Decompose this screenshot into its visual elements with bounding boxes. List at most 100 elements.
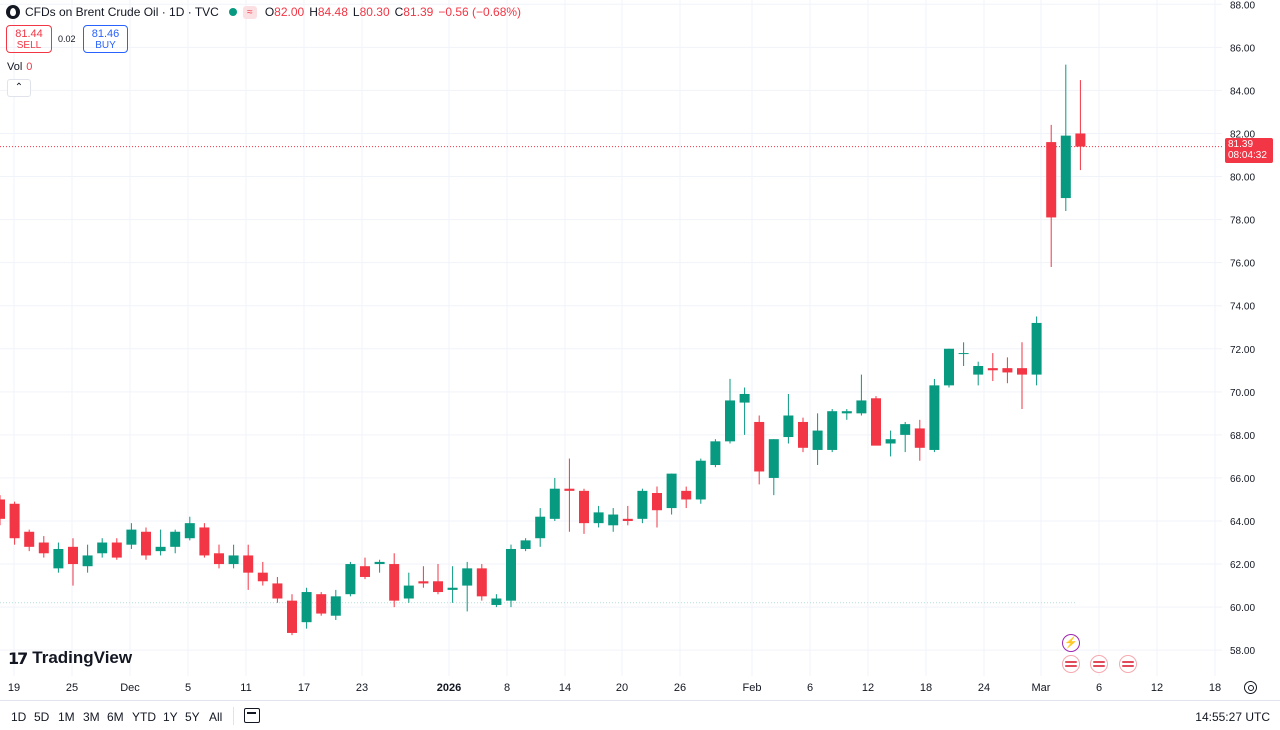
candle[interactable] — [1046, 124, 1057, 267]
candle[interactable] — [914, 419, 925, 461]
candle[interactable] — [301, 587, 312, 629]
candle[interactable] — [798, 417, 808, 453]
candle[interactable] — [111, 538, 122, 560]
candle[interactable] — [929, 378, 940, 453]
candle[interactable] — [1031, 316, 1042, 386]
candle[interactable] — [535, 508, 546, 547]
utc-clock[interactable]: 14:55:27 UTC — [1195, 710, 1270, 724]
candle[interactable] — [418, 566, 429, 588]
price-axis[interactable]: 58.00 60.00 62.00 64.00 66.00 68.00 70.00 72.00… — [1230, 0, 1255, 657]
candle[interactable] — [783, 393, 794, 444]
candle[interactable] — [155, 529, 166, 556]
gear-icon[interactable] — [1244, 681, 1257, 694]
range-button-6m[interactable]: 6M — [107, 710, 124, 724]
range-button-3m[interactable]: 3M — [83, 710, 100, 724]
candle[interactable] — [24, 529, 35, 552]
range-button-1d[interactable]: 1D — [11, 710, 27, 724]
candle[interactable] — [243, 544, 254, 590]
candle[interactable] — [827, 409, 838, 453]
candle[interactable] — [725, 378, 735, 444]
symbol-title[interactable]: CFDs on Brent Crude Oil · 1D · TVC — [25, 5, 219, 19]
candle[interactable] — [141, 527, 151, 560]
candle[interactable] — [944, 348, 954, 388]
candle[interactable] — [53, 542, 64, 573]
candle[interactable] — [389, 553, 400, 608]
tradingview-logo[interactable]: 17 TradingView — [8, 648, 132, 668]
candle[interactable] — [666, 473, 677, 515]
candle[interactable] — [374, 559, 385, 573]
candle[interactable] — [126, 523, 137, 549]
lightning-event-icon[interactable]: ⚡ — [1062, 634, 1080, 652]
candle[interactable] — [1002, 357, 1013, 384]
candle[interactable] — [1060, 64, 1071, 211]
candle[interactable] — [973, 361, 984, 386]
sell-button[interactable]: 81.44 SELL — [6, 25, 52, 53]
candle[interactable] — [637, 488, 648, 524]
candle[interactable] — [82, 544, 93, 573]
candle[interactable] — [9, 501, 20, 545]
time-axis[interactable]: 19 25 Dec 5 11 17 23 2026 8 14 20 26 Feb 6 12 18 24 Mar 6 1… — [8, 682, 1221, 694]
candle[interactable] — [97, 538, 108, 558]
candle[interactable] — [987, 353, 998, 382]
volume-legend[interactable]: Vol 0 — [7, 61, 32, 73]
candle[interactable] — [579, 488, 589, 534]
candle[interactable] — [754, 415, 765, 485]
candle[interactable] — [360, 557, 370, 580]
candle[interactable] — [170, 529, 181, 554]
candle[interactable] — [768, 439, 779, 496]
candle[interactable] — [345, 561, 356, 597]
us-flag-event-icon[interactable] — [1119, 655, 1137, 673]
candle[interactable] — [462, 561, 473, 612]
candle[interactable] — [958, 342, 969, 366]
range-button-all[interactable]: All — [209, 710, 223, 724]
candle[interactable] — [871, 396, 881, 446]
candle[interactable] — [506, 544, 516, 608]
us-flag-event-icon[interactable] — [1090, 655, 1108, 673]
candle[interactable] — [622, 505, 633, 526]
candle[interactable] — [695, 458, 706, 504]
candle[interactable] — [257, 561, 268, 586]
candle[interactable] — [403, 572, 414, 603]
range-button-5d[interactable]: 5D — [34, 710, 50, 724]
candle[interactable] — [1017, 342, 1027, 410]
candle[interactable] — [433, 564, 443, 595]
candle[interactable] — [330, 589, 341, 621]
candle[interactable] — [0, 495, 5, 526]
us-flag-event-icon[interactable] — [1062, 655, 1080, 673]
candle[interactable] — [199, 523, 210, 558]
candle[interactable] — [856, 374, 867, 416]
candle[interactable] — [739, 387, 750, 435]
candle[interactable] — [316, 592, 327, 616]
candle[interactable] — [812, 413, 823, 466]
candle[interactable] — [476, 564, 487, 601]
candle[interactable] — [681, 486, 692, 509]
range-button-1m[interactable]: 1M — [58, 710, 75, 724]
candles[interactable] — [0, 64, 1086, 636]
candle[interactable] — [593, 505, 604, 528]
candle[interactable] — [287, 594, 297, 636]
candle[interactable] — [447, 566, 458, 603]
candle[interactable] — [608, 508, 619, 532]
candle[interactable] — [491, 594, 502, 608]
collapse-legend-button[interactable]: ⌃ — [7, 79, 31, 97]
candle[interactable] — [900, 421, 911, 453]
candle[interactable] — [184, 516, 195, 541]
candle[interactable] — [885, 430, 896, 457]
buy-button[interactable]: 81.46 BUY — [83, 25, 128, 53]
candlestick-chart[interactable]: 58.00 60.00 62.00 64.00 66.00 68.00 70.00 72.00… — [0, 0, 1280, 700]
symbol-legend[interactable]: CFDs on Brent Crude Oil · 1D · TVC ≈ O 82… — [6, 4, 526, 20]
candle[interactable] — [228, 544, 239, 569]
candle[interactable] — [68, 538, 78, 586]
candle[interactable] — [272, 576, 283, 603]
candle[interactable] — [564, 458, 575, 532]
range-button-1y[interactable]: 1Y — [163, 710, 178, 724]
range-button-5y[interactable]: 5Y — [185, 710, 200, 724]
candle[interactable] — [214, 544, 224, 569]
candle[interactable] — [841, 409, 852, 420]
range-button-ytd[interactable]: YTD — [132, 710, 156, 724]
candle[interactable] — [549, 477, 560, 521]
candle[interactable] — [520, 538, 531, 552]
candle[interactable] — [652, 486, 662, 528]
candle[interactable] — [38, 536, 49, 558]
calendar-icon[interactable] — [244, 708, 260, 723]
